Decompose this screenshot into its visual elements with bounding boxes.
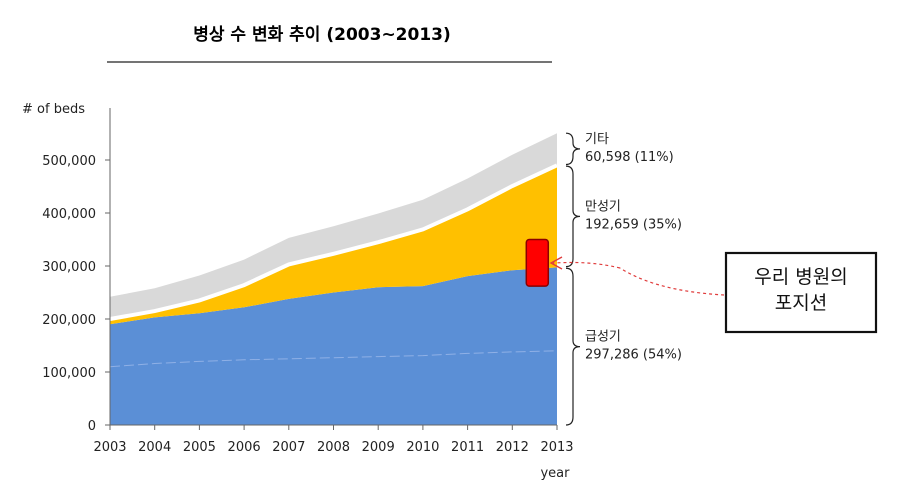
brace-급성기 [565, 267, 581, 426]
area-만성기 [110, 165, 557, 325]
x-tick-label: 2011 [451, 440, 484, 455]
x-tick-label: 2004 [138, 440, 171, 455]
chart-title: 병상 수 변화 추이 (2003~2013) [193, 25, 451, 45]
x-tick-label: 2010 [406, 440, 439, 455]
callout-arrow-line [619, 267, 725, 296]
x-tick-label: 2008 [317, 440, 350, 455]
x-tick-label: 2003 [93, 440, 126, 455]
annotation-value: 297,286 (54%) [585, 348, 682, 363]
y-tick-label: 300,000 [42, 260, 96, 275]
axes: 0 100,000 200,000 300,000 400,000 500,000 2003… [42, 108, 574, 455]
y-tick-label: 400,000 [42, 207, 96, 222]
x-tick-label: 2009 [362, 440, 395, 455]
y-tick-label: 500,000 [42, 154, 96, 169]
x-tick-label: 2006 [228, 440, 261, 455]
x-tick-label: 2013 [540, 440, 573, 455]
y-axis-label: # of beds [22, 102, 85, 117]
series-separator [109, 163, 558, 321]
callout-arrow-line [552, 261, 621, 269]
dashed-reference-line [109, 350, 558, 368]
brace-만성기 [565, 165, 581, 268]
x-tick-label: 2005 [183, 440, 216, 455]
annotation-value: 192,659 (35%) [585, 217, 682, 232]
callout-box [724, 251, 878, 334]
y-tick-label: 200,000 [42, 313, 96, 328]
annotations: 기타 60,598 (11%) 만성기 192,659 (35%) 급성기 297,286… [565, 132, 682, 426]
callout-text: 포지션 [775, 292, 827, 314]
x-tick-label: 2012 [496, 440, 529, 455]
callout-text: 우리 병원의 [754, 266, 847, 288]
x-axis-label: year [540, 466, 570, 481]
brace-기타 [565, 132, 581, 166]
annotation-label: 급성기 [585, 330, 621, 345]
area-layer [109, 133, 558, 425]
annotation-value: 60,598 (11%) [585, 150, 674, 165]
y-tick-label: 0 [88, 419, 96, 434]
annotation-label: 만성기 [585, 199, 621, 214]
x-tick-label: 2007 [272, 440, 305, 455]
callout-arrowhead [549, 256, 563, 270]
position-marker [525, 238, 550, 287]
area-급성기 [110, 267, 557, 425]
y-tick-label: 100,000 [42, 366, 96, 381]
area-기타 [110, 133, 557, 319]
annotation-label: 기타 [585, 132, 609, 147]
